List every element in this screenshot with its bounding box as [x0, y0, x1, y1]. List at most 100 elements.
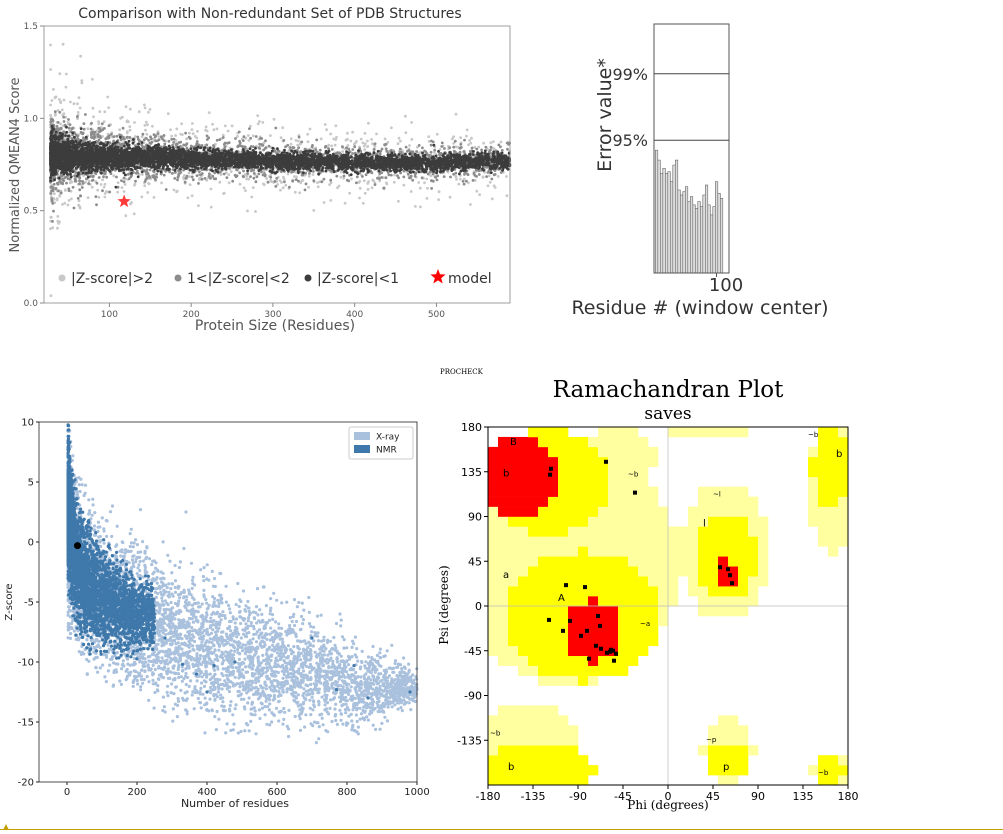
- qmean-point: [242, 169, 245, 173]
- qmean-point: [135, 169, 139, 173]
- qmean-point: [64, 85, 68, 89]
- qmean-point: [323, 145, 327, 149]
- qmean-point: [204, 125, 208, 129]
- qmean-point: [205, 138, 209, 141]
- qmean-point: [353, 145, 357, 149]
- qmean-point: [147, 110, 150, 114]
- qmean-point: [51, 118, 54, 122]
- qmean-point: [120, 186, 124, 190]
- qmean-point: [148, 176, 152, 179]
- qmean-point: [67, 187, 71, 191]
- qmean-point: [78, 182, 81, 186]
- qmean-point: [63, 176, 67, 180]
- qmean-point: [335, 174, 339, 178]
- qmean-point: [471, 153, 475, 156]
- qmean-point: [363, 131, 367, 135]
- qmean-point: [430, 187, 433, 190]
- qmean-point: [196, 143, 200, 146]
- qmean-point: [49, 68, 52, 71]
- qmean-point: [260, 170, 263, 174]
- qmean-point: [64, 115, 68, 119]
- qmean-point: [50, 199, 54, 203]
- qmean-point: [477, 145, 481, 149]
- qmean-point: [174, 134, 178, 137]
- qmean-point: [454, 174, 458, 178]
- qmean-point: [153, 135, 157, 139]
- qmean-point: [320, 180, 324, 184]
- qmean-point: [185, 174, 189, 178]
- qmean-point: [63, 188, 67, 192]
- qmean-point: [286, 172, 290, 176]
- qmean-point: [257, 172, 261, 176]
- qmean-point: [240, 144, 244, 148]
- qmean-point: [247, 177, 251, 181]
- qmean-point: [297, 135, 301, 139]
- qmean-point: [251, 186, 255, 190]
- qmean-point: [291, 179, 295, 183]
- qmean-point: [242, 186, 246, 190]
- qmean-point: [123, 183, 127, 186]
- qmean-point: [71, 185, 75, 189]
- qmean-point: [413, 174, 417, 178]
- qmean-point: [340, 170, 343, 174]
- qmean-point: [343, 201, 347, 205]
- qmean-point: [437, 150, 440, 153]
- qmean-point: [156, 132, 160, 136]
- qmean-point: [411, 178, 415, 182]
- qmean-point: [80, 79, 84, 82]
- qmean-point: [312, 179, 316, 183]
- qmean-point: [300, 140, 304, 144]
- qmean-point: [148, 108, 152, 111]
- qmean-point: [294, 139, 298, 142]
- qmean-point: [103, 172, 107, 176]
- qmean-point: [448, 195, 452, 199]
- qmean-point: [54, 187, 57, 191]
- qmean-point: [465, 128, 469, 132]
- qmean-point: [80, 131, 84, 135]
- qmean-point: [465, 134, 468, 138]
- qmean-point: [481, 176, 485, 179]
- qmean-point: [379, 149, 383, 153]
- qmean-point: [49, 192, 53, 195]
- qmean-point: [70, 127, 74, 131]
- qmean-point: [250, 169, 253, 173]
- qmean-point: [242, 135, 246, 139]
- qmean-point: [426, 186, 429, 190]
- qmean-point: [87, 182, 90, 186]
- qmean-point: [49, 186, 53, 189]
- qmean-point: [283, 180, 286, 184]
- qmean-point: [101, 178, 104, 182]
- qmean-point: [241, 139, 245, 143]
- qmean-point: [175, 127, 179, 131]
- qmean-point: [184, 176, 188, 180]
- qmean-point: [463, 138, 466, 142]
- qmean-point: [346, 131, 349, 135]
- qmean-point: [468, 139, 471, 142]
- qmean-point: [102, 175, 105, 179]
- qmean-point: [378, 179, 382, 183]
- qmean-point: [173, 168, 177, 172]
- qmean-point: [404, 145, 408, 149]
- qmean-point: [140, 135, 144, 139]
- qmean-point: [434, 175, 437, 179]
- qmean-point: [262, 170, 266, 174]
- qmean-point: [409, 176, 412, 180]
- qmean-point: [342, 174, 346, 178]
- qmean-point: [427, 140, 431, 143]
- qmean-point: [203, 177, 207, 180]
- qmean-point: [148, 168, 152, 172]
- qmean-point: [286, 143, 290, 147]
- qmean-point: [200, 172, 204, 175]
- qmean-point: [466, 172, 469, 176]
- qmean-point: [258, 142, 262, 146]
- qmean-point: [145, 171, 149, 175]
- qmean-point: [184, 131, 188, 135]
- qmean-point: [470, 146, 474, 150]
- qmean-point: [284, 183, 288, 187]
- qmean-point: [415, 150, 418, 153]
- qmean-point: [487, 174, 491, 178]
- qmean-point: [212, 128, 216, 132]
- qmean-point: [344, 138, 348, 142]
- qmean-point: [454, 150, 457, 154]
- qmean-point: [410, 121, 413, 124]
